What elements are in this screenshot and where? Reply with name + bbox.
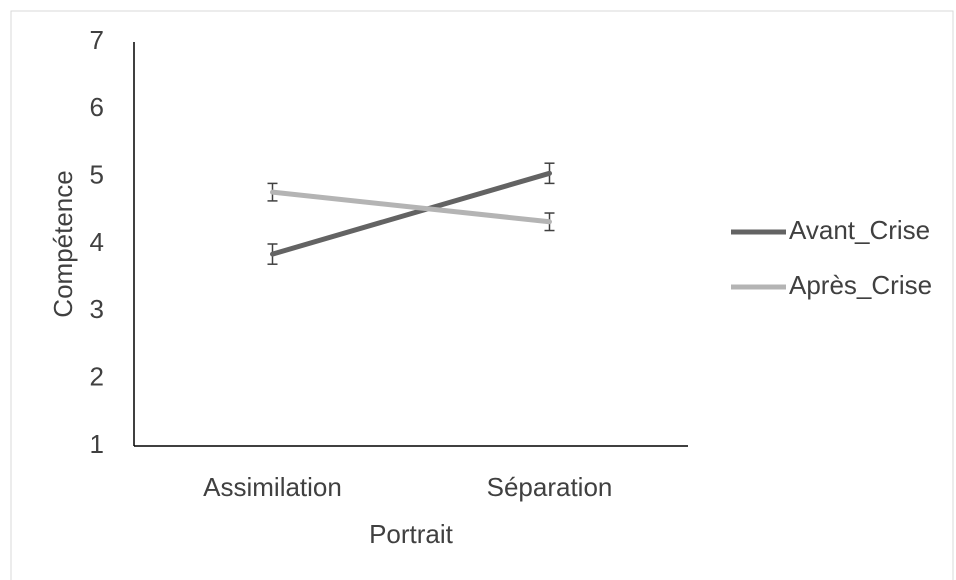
x-axis-title: Portrait: [369, 519, 454, 549]
series-line: [270, 170, 552, 257]
legend: Avant_Crise Après_Crise: [731, 215, 932, 300]
series-line: [270, 189, 552, 225]
series-0: [267, 162, 555, 265]
legend-item-avant-crise: Avant_Crise: [731, 215, 930, 245]
y-tick-label: 7: [90, 25, 104, 55]
y-tick-label: 6: [90, 92, 104, 122]
y-tick-labels: 1 2 3 4 5 6 7: [90, 25, 104, 459]
x-tick-label: Séparation: [487, 472, 613, 502]
y-tick-label: 5: [90, 160, 104, 190]
y-tick-label: 1: [90, 429, 104, 459]
x-tick-labels: Assimilation Séparation: [203, 472, 612, 502]
series-layer: [267, 162, 555, 265]
series-1: [267, 182, 555, 232]
chart-border: [10, 10, 954, 580]
legend-label: Après_Crise: [789, 270, 932, 300]
x-tick-label: Assimilation: [203, 472, 342, 502]
legend-label: Avant_Crise: [789, 215, 930, 245]
y-axis-title: Compétence: [48, 170, 78, 317]
legend-item-apres-crise: Après_Crise: [731, 270, 932, 300]
y-tick-label: 3: [90, 294, 104, 324]
y-tick-label: 4: [90, 227, 104, 257]
y-tick-label: 2: [90, 362, 104, 392]
